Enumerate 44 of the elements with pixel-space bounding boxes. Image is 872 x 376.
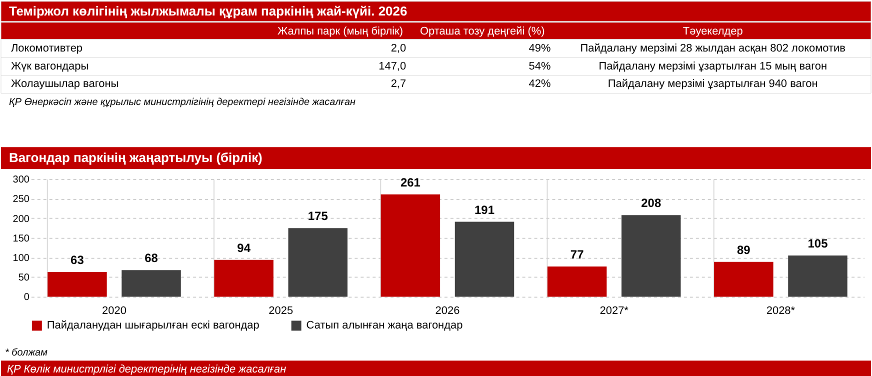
text: Теміржол көлігінің жылжымалы құрам паркінің жай-күйі. 2026	[8, 3, 408, 18]
text: 2,0	[390, 42, 406, 54]
data-label: 89	[737, 242, 751, 257]
x-tick-label: 2027*	[600, 305, 630, 318]
y-tick-label: 200	[12, 214, 30, 225]
text: 147,0	[378, 60, 406, 72]
category-label: Жалпы парк (мың бірлік)	[277, 25, 403, 38]
text: * болжам	[4, 348, 48, 359]
category-label: Жолаушылар вагоны	[10, 78, 119, 90]
data-label: 261	[400, 175, 421, 190]
y-tick-label: 300	[12, 174, 30, 186]
data-label: 105	[808, 236, 828, 251]
text: 42%	[528, 78, 551, 90]
data-label: 94	[237, 240, 251, 255]
text: Пайдалану мерзімі ұзартылған 15 мың вагон	[598, 60, 828, 72]
data-label: 175	[308, 209, 328, 224]
category-label: Жүк вагондары	[10, 60, 89, 72]
category-label: Орташа тозу деңгейі (%)	[420, 25, 545, 38]
y-tick-label: 150	[12, 233, 30, 244]
legend-label: Сатып алынған жаңа вагондар	[306, 320, 463, 332]
text: 2,7	[390, 78, 406, 90]
x-tick-label: 2025	[268, 305, 294, 318]
data-label: 77	[570, 248, 584, 262]
x-tick-label: 2028*	[766, 305, 796, 318]
x-tick-label: 2020	[102, 305, 126, 318]
text: 54%	[528, 60, 551, 72]
text: ҚР Өнеркәсіп және құрылыс министрлігінің деректері негізінде жасалған	[8, 97, 356, 108]
y-tick-label: 50	[18, 272, 30, 284]
data-label: 68	[144, 251, 158, 266]
y-tick-label: 250	[12, 194, 30, 206]
text: Пайдалану мерзімі ұзартылған 940 вагон	[608, 78, 818, 90]
legend-label: Пайдаланудан шығарылған ескі вагондар	[46, 320, 260, 332]
text: Пайдалану мерзімі 28 жылдан асқан 802 локомотив	[580, 42, 846, 54]
chart-title: Вагондар паркінің жаңартылуы (бірлік)	[8, 150, 262, 166]
x-tick-label: 2026	[435, 305, 460, 318]
category-label: Тәуекелдер	[682, 25, 743, 38]
data-label: 191	[474, 202, 495, 217]
text: ҚР Көлік министрлігі деректерінің негізінде жасалған	[6, 364, 286, 376]
category-label: Локомотивтер	[10, 42, 83, 54]
y-tick-label: 0	[24, 292, 30, 304]
data-label: 63	[70, 253, 84, 268]
y-tick-label: 100	[12, 253, 30, 264]
data-label: 208	[641, 196, 662, 210]
text: 49%	[528, 42, 551, 54]
